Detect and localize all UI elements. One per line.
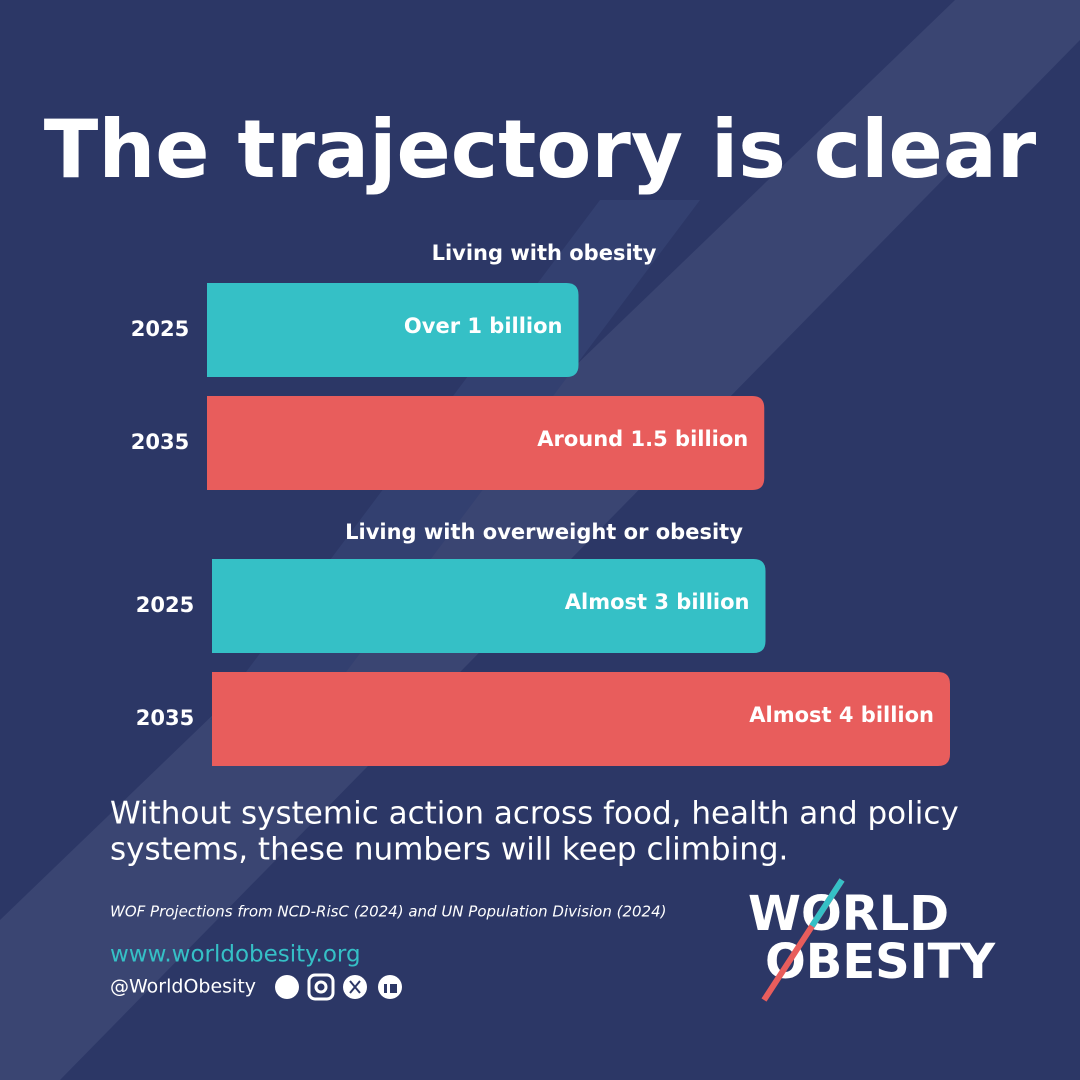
value-label: Almost 4 billion bbox=[749, 703, 934, 727]
y-tick-label: 2025 bbox=[136, 593, 194, 617]
y-tick-label: 2035 bbox=[131, 430, 189, 454]
charts: Living with obesity 2025 Over 1 billion 203… bbox=[131, 241, 950, 766]
facebook-icon[interactable] bbox=[275, 975, 299, 999]
y-tick-label: 2025 bbox=[131, 317, 189, 341]
linkedin-glyph bbox=[390, 984, 397, 993]
chart-subtitle: Living with obesity bbox=[432, 241, 657, 265]
bar bbox=[212, 672, 950, 766]
value-label: Around 1.5 billion bbox=[537, 427, 748, 451]
chart-subtitle: Living with overweight or obesity bbox=[345, 520, 743, 544]
x-glyph bbox=[349, 980, 361, 994]
bar bbox=[207, 283, 579, 377]
title: The trajectory is clear bbox=[44, 103, 1037, 196]
linkedin-glyph bbox=[384, 984, 387, 993]
value-label: Over 1 billion bbox=[404, 314, 563, 338]
logo-line: WORLD bbox=[748, 886, 949, 942]
bar bbox=[212, 559, 766, 653]
note-line: Without systemic action across food, hea… bbox=[110, 796, 959, 832]
value-label: Almost 3 billion bbox=[565, 590, 750, 614]
logo-slash bbox=[809, 878, 845, 928]
social-icons bbox=[275, 973, 402, 1001]
website[interactable]: www.worldobesity.org bbox=[110, 942, 361, 968]
bar bbox=[207, 396, 765, 490]
note-line: systems, these numbers will keep climbin… bbox=[110, 832, 788, 868]
y-tick-label: 2035 bbox=[136, 706, 194, 730]
handle[interactable]: @WorldObesity bbox=[110, 976, 256, 998]
source: WOF Projections from NCD-RisC (2024) and… bbox=[110, 903, 666, 921]
instagram-icon[interactable] bbox=[307, 973, 335, 1001]
instagram-lens bbox=[314, 980, 328, 994]
